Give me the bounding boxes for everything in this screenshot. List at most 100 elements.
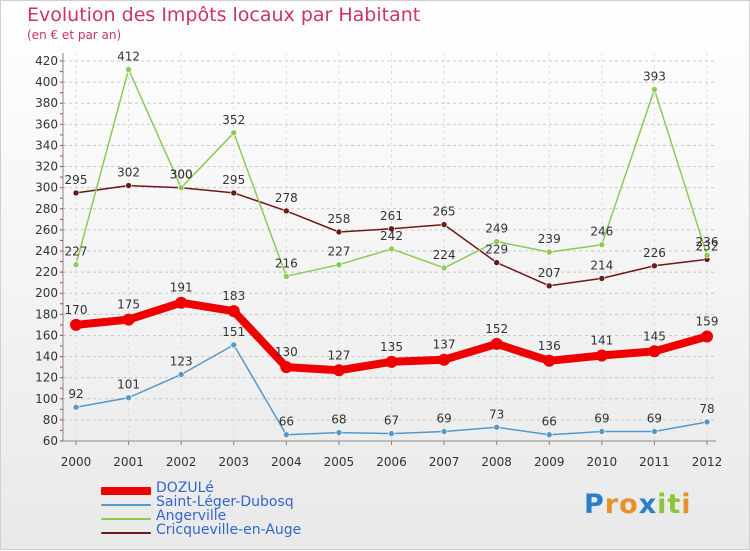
x-tick-label: 2000: [61, 455, 92, 469]
data-label: 227: [327, 245, 350, 259]
data-point: [230, 129, 238, 137]
data-label: 127: [327, 348, 350, 362]
x-tick-label: 2003: [218, 455, 249, 469]
data-label: 258: [327, 212, 350, 226]
data-point: [651, 262, 658, 270]
legend-label: DOZULé: [156, 480, 214, 496]
data-point: [701, 330, 713, 343]
x-tick-label: 2002: [166, 455, 197, 469]
data-point: [227, 305, 240, 318]
y-tick-label: 180: [35, 307, 58, 321]
data-point: [230, 189, 238, 197]
data-label: 145: [643, 329, 666, 343]
data-point: [545, 431, 553, 438]
legend-label: Angerville: [156, 508, 227, 524]
data-point: [651, 428, 658, 435]
data-label: 295: [65, 173, 88, 187]
data-point: [651, 86, 658, 93]
x-tick-label: 2011: [639, 455, 670, 469]
data-point: [177, 184, 185, 191]
data-point: [175, 296, 188, 309]
data-label: 170: [65, 303, 88, 317]
data-label: 393: [643, 70, 666, 84]
chart-subtitle: (en € et par an): [27, 28, 122, 42]
data-point: [440, 428, 448, 435]
data-label: 300: [170, 168, 193, 182]
data-point: [545, 248, 553, 256]
legend-swatch: [101, 532, 151, 534]
y-tick-label: 80: [43, 413, 58, 427]
legend-swatch: [101, 518, 151, 520]
y-tick-label: 380: [35, 96, 58, 110]
y-tick-label: 220: [35, 265, 58, 279]
data-label: 207: [538, 266, 561, 280]
data-point: [388, 225, 395, 233]
data-point: [493, 423, 500, 431]
x-tick-label: 2008: [481, 455, 512, 469]
data-label: 261: [380, 209, 403, 223]
data-label: 183: [222, 289, 245, 303]
data-label: 92: [68, 387, 83, 401]
data-label: 151: [222, 325, 245, 339]
data-label: 265: [433, 205, 456, 219]
brand-letter: i: [681, 489, 692, 520]
data-label: 226: [643, 246, 666, 260]
y-tick-label: 340: [35, 138, 58, 152]
data-label: 67: [384, 414, 399, 428]
data-label: 69: [594, 412, 609, 426]
brand-letter: i: [657, 489, 668, 520]
data-point: [125, 394, 132, 402]
data-point: [440, 221, 448, 228]
brand-letter: r: [604, 489, 620, 520]
x-tick-label: 2012: [692, 455, 723, 469]
data-label: 66: [542, 415, 557, 429]
data-label: 159: [696, 315, 719, 329]
data-point: [332, 364, 345, 377]
y-tick-label: 260: [35, 223, 58, 237]
data-point: [545, 282, 553, 290]
data-point: [177, 371, 185, 378]
data-point: [385, 355, 398, 368]
brand-letter: x: [638, 489, 658, 520]
y-tick-label: 160: [35, 328, 58, 342]
brand-letter: P: [584, 489, 605, 520]
data-point: [72, 261, 80, 269]
y-tick-label: 320: [35, 160, 58, 174]
x-tick-label: 2009: [534, 455, 565, 469]
data-label: 232: [696, 239, 719, 253]
data-point: [703, 418, 711, 426]
data-label: 101: [117, 378, 140, 392]
data-point: [283, 207, 290, 215]
data-point: [122, 313, 135, 326]
data-point: [70, 318, 82, 331]
y-tick-label: 300: [35, 181, 58, 195]
brand-letter: o: [619, 489, 639, 520]
data-label: 249: [485, 222, 508, 236]
data-point: [125, 66, 132, 73]
data-point: [493, 238, 500, 245]
data-label: 130: [275, 345, 298, 359]
data-point: [283, 431, 290, 438]
data-point: [72, 403, 80, 411]
data-point: [490, 337, 503, 350]
data-point: [598, 275, 606, 282]
data-label: 78: [699, 402, 714, 416]
data-label: 229: [485, 243, 508, 257]
data-label: 242: [380, 229, 403, 243]
data-label: 69: [647, 412, 662, 426]
data-label: 214: [590, 258, 613, 272]
legend-swatch: [101, 504, 151, 506]
data-point: [335, 261, 343, 269]
data-label: 352: [222, 113, 245, 127]
data-point: [595, 349, 608, 362]
chart-title: Evolution des Impôts locaux par Habitant: [27, 4, 421, 26]
data-point: [335, 228, 343, 236]
data-label: 66: [279, 415, 294, 429]
data-label: 136: [538, 339, 561, 353]
data-label: 152: [485, 322, 508, 336]
y-tick-label: 60: [43, 434, 58, 448]
y-tick-label: 100: [35, 392, 58, 406]
data-label: 239: [538, 232, 561, 246]
